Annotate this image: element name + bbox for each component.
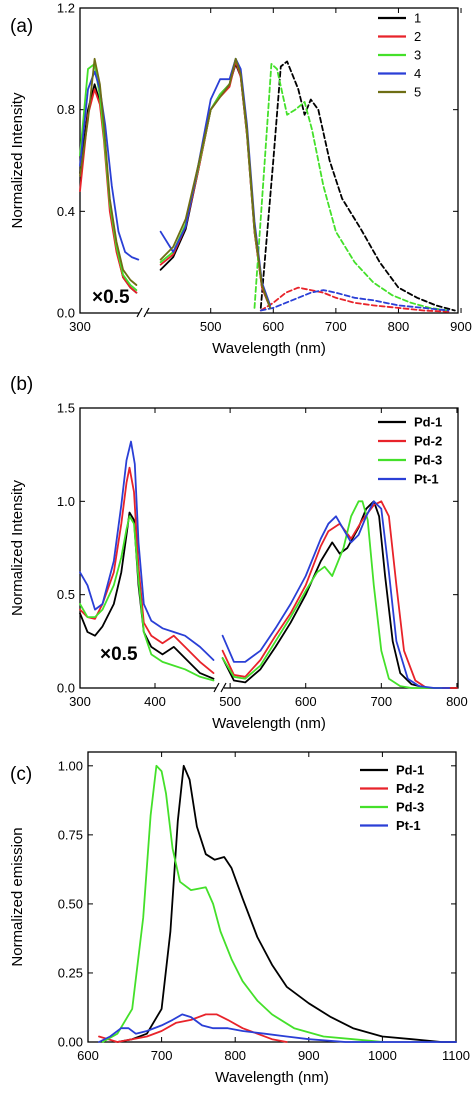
legend-label: 3 (414, 48, 421, 63)
axis-break-mark (143, 307, 150, 318)
axis-break-mark (136, 307, 143, 318)
y-tick-label: 0.00 (58, 1035, 83, 1050)
legend: Pd-1 Pd-2 Pd-3 Pt-1 (378, 415, 442, 487)
y-tick-label: 1.5 (57, 401, 75, 416)
x-tick-label: 400 (144, 694, 166, 709)
series-line-4 (259, 289, 450, 312)
x-tick-label: 800 (224, 1048, 246, 1063)
legend-label: Pd-2 (396, 781, 424, 796)
series-line-pd-2 (221, 500, 458, 689)
y-tick-label: 0.5 (57, 587, 75, 602)
x-tick-label: 300 (69, 319, 91, 334)
legend-label: Pt-1 (414, 472, 439, 487)
series-line-4 (159, 57, 272, 307)
x-tick-label: 900 (450, 319, 472, 334)
x-tick-label: 700 (325, 319, 347, 334)
x-axis-label: Wavelength (nm) (212, 715, 326, 732)
x-tick-label: 1100 (442, 1048, 470, 1063)
chart-panel-3: (c) 600 700 800 900 1000 1100 0.00 0.25 0.50 0.75 1… (9, 751, 470, 1086)
y-tick-label: 0.75 (58, 827, 83, 842)
y-tick-label: 0.0 (57, 681, 75, 696)
legend-label: 2 (414, 29, 421, 44)
chart-panel-2: (b) 300 400 500 600 700 800 0.0 0.5 1.0 1.5 Wavelen… (9, 374, 468, 732)
y-tick-label: 0.0 (57, 306, 75, 321)
series-line-2 (159, 60, 272, 309)
legend-label: Pd-3 (396, 800, 424, 815)
legend-label: 4 (414, 66, 421, 81)
legend-label: Pd-1 (414, 415, 442, 430)
legend-label: Pd-3 (414, 453, 442, 468)
series-line-5 (159, 57, 272, 309)
axis-break-mark (220, 682, 227, 693)
y-tick-label: 0.8 (57, 102, 75, 117)
legend-label: 1 (414, 11, 421, 26)
panel-label: (b) (10, 374, 33, 395)
series-line-pd-1 (79, 511, 215, 680)
plot-frame (79, 407, 459, 689)
panel-label: (c) (10, 764, 32, 785)
x-tick-label: 800 (446, 694, 468, 709)
legend-label: Pt-1 (396, 818, 421, 833)
y-axis-label: Normalized Intensity (9, 480, 26, 616)
legend-label: Pd-2 (414, 434, 442, 449)
scale-annotation: ×0.5 (92, 287, 130, 308)
axis-break-mark (213, 682, 220, 693)
legend: 1 2 3 4 5 (378, 11, 421, 100)
y-tick-label: 0.4 (57, 204, 75, 219)
y-tick-label: 1.00 (58, 758, 83, 773)
x-tick-label: 700 (151, 1048, 173, 1063)
y-tick-label: 0.25 (58, 965, 83, 980)
x-tick-label: 800 (388, 319, 410, 334)
series-line-pd-1 (116, 764, 457, 1043)
plot-frame (87, 751, 457, 1043)
x-tick-label: 600 (262, 319, 284, 334)
x-tick-label: 900 (298, 1048, 320, 1063)
series-line-3 (253, 63, 450, 312)
series-line-5 (79, 57, 138, 286)
series-line-4 (79, 70, 140, 261)
series-line-pd-1 (221, 500, 458, 689)
y-tick-label: 0.50 (58, 896, 83, 911)
chart-panel-1: (a) 300 500 600 700 800 900 0.0 0.4 0.8 1.2 Wavelen… (9, 1, 472, 358)
panel-label: (a) (10, 16, 33, 37)
y-axis-label: Normalized emission (9, 827, 26, 966)
x-axis-label: Wavelength (nm) (215, 1069, 329, 1086)
y-axis-label: Normalized Intensity (9, 92, 26, 228)
series-line-1 (259, 60, 456, 312)
x-tick-label: 500 (200, 319, 222, 334)
x-axis-label: Wavelength (nm) (212, 340, 326, 357)
legend-label: 5 (414, 85, 421, 100)
series-line-2 (259, 286, 450, 313)
x-tick-label: 600 (295, 694, 317, 709)
series-line-pd-3 (79, 515, 215, 682)
legend-label: Pd-1 (396, 763, 424, 778)
x-tick-label: 1000 (368, 1048, 397, 1063)
series-line-3 (159, 57, 272, 309)
x-tick-label: 500 (219, 694, 241, 709)
series-line-pt-1 (221, 500, 451, 689)
plot-frame (79, 7, 459, 314)
y-tick-label: 1.0 (57, 494, 75, 509)
series-line-pd-3 (101, 764, 384, 1043)
series-line-pd-2 (79, 466, 215, 674)
y-tick-label: 1.2 (57, 1, 75, 16)
axis-break-mask (139, 309, 147, 317)
x-tick-label: 600 (77, 1048, 99, 1063)
scale-annotation: ×0.5 (100, 644, 138, 665)
series-line-pd-3 (221, 500, 443, 689)
legend: Pd-1 Pd-2 Pd-3 Pt-1 (360, 763, 424, 833)
series-line-pt-1 (79, 440, 215, 661)
axis-break-mask (216, 684, 224, 692)
x-tick-label: 700 (370, 694, 392, 709)
series-line-pt-1 (98, 1013, 457, 1043)
x-tick-label: 300 (69, 694, 91, 709)
